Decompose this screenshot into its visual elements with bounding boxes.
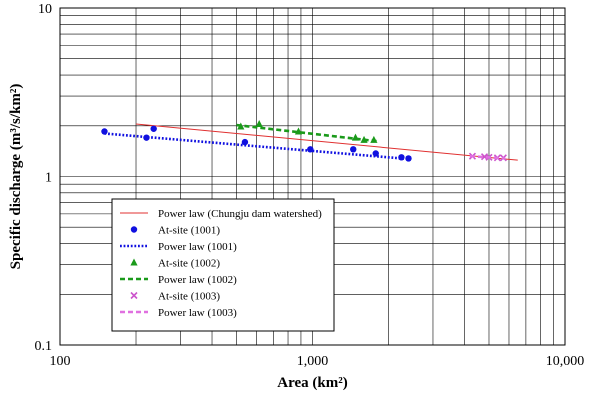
legend-label: At-site (1002) [158,258,220,270]
legend-entry: At-site (1001) [130,225,220,237]
legend-entry: Power law (1002) [120,274,237,286]
legend-entry: At-site (1002) [130,258,220,270]
trend-line [469,154,506,160]
legend-label: At-site (1001) [158,225,220,237]
x-tick-label: 1,000 [297,354,329,369]
series-layer [101,119,518,162]
trend-line [236,123,378,143]
trend-line [104,132,409,161]
x-tick-label: 100 [50,354,71,369]
legend-label: At-site (1003) [158,291,220,303]
series-6 [469,154,506,160]
data-point [307,146,314,153]
legend-entry: At-site (1003) [130,291,220,303]
series-0 [135,123,518,161]
legend-entry: Power law (1003) [120,307,237,319]
tick-labels: 100 1,000 10,000 0.1 1 10 [35,2,585,369]
plot-frame [59,7,566,346]
legend: Power law (Chungju dam watershed) At-site… [111,198,335,332]
legend-entry: Power law (Chungju dam watershed) [120,208,322,220]
data-point [255,119,263,127]
legend-label: Power law (1003) [158,307,237,319]
legend-entry: Power law (1001) [120,241,237,253]
legend-swatch [130,258,138,266]
legend-label: Power law (1002) [158,274,237,286]
y-tick-label: 10 [38,2,52,17]
data-point [150,125,157,132]
y-axis-label: Specific discharge (m³/s/km²) [8,84,24,270]
series-2 [104,132,409,161]
trend-line [135,123,518,161]
x-axis-label: Area (km²) [277,375,347,391]
legend-label: Power law (1001) [158,241,237,253]
data-point [241,138,249,146]
x-tick-label: 10,000 [546,354,585,369]
data-point [350,146,357,153]
y-tick-label: 0.1 [35,339,53,354]
legend-label: Power law (Chungju dam watershed) [158,208,322,220]
series-4 [236,123,378,143]
legend-swatch [130,226,138,233]
legend-swatch [130,291,138,300]
y-tick-label: 1 [45,171,52,186]
legend-box [111,198,335,332]
